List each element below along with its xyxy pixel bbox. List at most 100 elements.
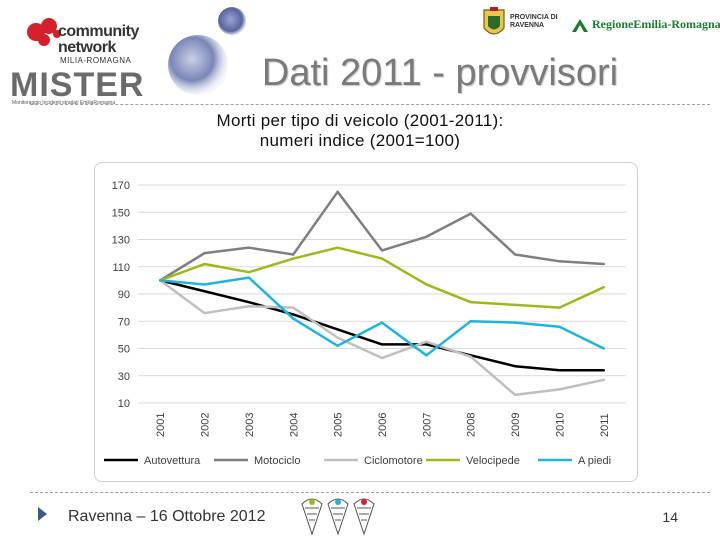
data-point (425, 354, 428, 357)
data-point (203, 290, 206, 293)
logo-community-line2: network (58, 39, 116, 56)
data-point (380, 257, 384, 260)
slide-title: Dati 2011 - provvisori (261, 52, 619, 94)
data-point (292, 313, 295, 316)
chart-title: Morti per tipo di veicolo (2001-2011): n… (110, 111, 610, 151)
data-point (203, 262, 206, 266)
x-tick-label: 2011 (599, 413, 611, 437)
decorative-bubbles-icon (168, 7, 246, 95)
y-tick-label: 70 (118, 316, 130, 328)
data-point (203, 251, 206, 255)
page-number: 14 (662, 509, 678, 525)
data-point (425, 235, 428, 238)
data-point (336, 336, 339, 339)
logo-community-line1: community (58, 23, 139, 40)
legend-label: A piedi (578, 455, 611, 467)
y-tick-label: 170 (112, 180, 130, 192)
data-point (425, 283, 428, 286)
chart-title-line-1: Morti per tipo di veicolo (2001-2011): (216, 111, 504, 130)
data-point (425, 340, 428, 343)
legend: Autovettura Motociclo Ciclomotore Velociped… (104, 455, 611, 467)
data-point (558, 388, 561, 391)
data-point (158, 279, 162, 282)
y-tick-label: 130 (112, 235, 130, 247)
data-point (247, 271, 251, 274)
footer-arrow-icon (38, 507, 47, 521)
data-point (513, 393, 517, 397)
data-point (469, 320, 472, 323)
data-point (380, 249, 384, 252)
data-point (203, 311, 206, 315)
data-point (558, 260, 561, 263)
data-point (602, 347, 606, 350)
data-point (425, 343, 428, 346)
data-point (513, 365, 517, 368)
mister-logo: MISTER (10, 66, 145, 104)
x-tick-label: 2004 (288, 413, 300, 437)
data-point (247, 305, 251, 308)
provincia-crest-icon (483, 7, 505, 35)
data-point (602, 369, 606, 372)
footer-location-date: Ravenna – 16 Ottobre 2012 (68, 508, 266, 525)
data-point (469, 300, 472, 304)
chart-frame (94, 162, 638, 482)
data-point (203, 283, 206, 286)
regione-emilia-romagna-logo: RegioneEmilia-Romagna (570, 14, 720, 38)
provincia-line1: PROVINCIA DI (510, 14, 558, 21)
series-lines (158, 190, 606, 397)
x-tick-label: 2008 (466, 413, 478, 437)
y-tick-label: 150 (112, 207, 130, 219)
data-point (336, 190, 339, 194)
y-tick-label: 50 (118, 344, 130, 356)
data-point (513, 321, 517, 324)
data-point (469, 212, 472, 215)
y-tick-label: 110 (112, 262, 130, 274)
data-point (247, 276, 251, 279)
title-divider (30, 104, 710, 105)
provincia-line2: RAVENNA (510, 22, 545, 29)
data-point (380, 343, 384, 346)
data-point (247, 246, 251, 249)
data-point (247, 300, 251, 304)
provincia-ravenna-logo: PROVINCIA DI RAVENNA (478, 4, 588, 44)
red-dots-icon (27, 18, 61, 46)
data-point (380, 321, 384, 324)
footer-globe-drops-icon (301, 498, 375, 536)
x-tick-label: 2001 (155, 413, 167, 437)
data-point (513, 303, 517, 307)
data-point (469, 355, 472, 358)
regione-text: RegioneEmilia-Romagna (592, 17, 720, 31)
line-chart: 10 30 50 70 90 110 130 150 170 2001 2002 2003 2004 20… (104, 180, 626, 467)
x-tick-label: 2007 (421, 413, 433, 437)
data-point (292, 317, 295, 320)
data-point (558, 306, 561, 309)
legend-label: Velocipede (466, 455, 520, 467)
x-tick-label: 2009 (510, 413, 522, 437)
data-point (602, 285, 606, 289)
gridlines (138, 184, 626, 404)
axes: 10 30 50 70 90 110 130 150 170 2001 2002 2003 2004 20… (112, 180, 611, 437)
legend-label: Autovettura (144, 455, 201, 467)
data-point (558, 325, 561, 328)
data-point (336, 246, 339, 249)
community-network-logo: community network MILIA-ROMAGNA MISTER M… (8, 10, 158, 110)
y-tick-label: 10 (118, 398, 130, 410)
logo-community-sub: MILIA-ROMAGNA (60, 56, 132, 65)
x-tick-label: 2005 (333, 413, 345, 437)
x-tick-label: 2010 (554, 413, 566, 437)
data-point (292, 253, 295, 256)
x-tick-label: 2006 (377, 413, 389, 437)
legend-label: Motociclo (254, 455, 300, 467)
regione-mark-icon (572, 19, 588, 32)
data-point (602, 262, 606, 266)
legend-label: Ciclomotore (364, 455, 423, 467)
data-point (558, 369, 561, 372)
y-tick-label: 90 (118, 289, 130, 301)
y-tick-label: 30 (118, 371, 130, 383)
data-point (380, 356, 384, 360)
data-point (336, 328, 339, 331)
data-point (336, 344, 339, 347)
footer-divider (30, 492, 710, 493)
data-point (513, 253, 517, 256)
x-tick-label: 2003 (244, 413, 256, 437)
